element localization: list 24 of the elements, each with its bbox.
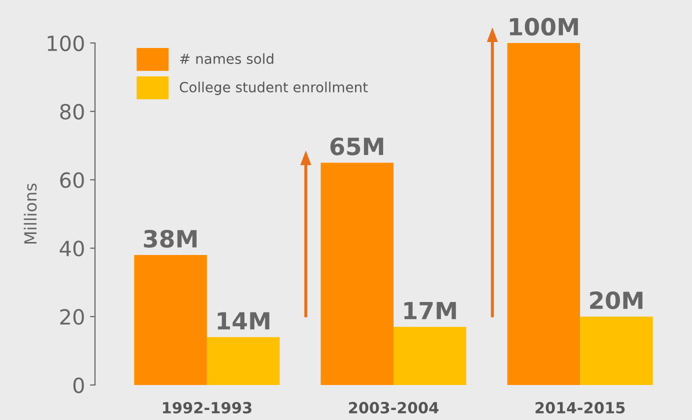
bar (507, 43, 580, 385)
legend-label: College student enrollment (180, 82, 368, 96)
data-label: 100M (510, 18, 578, 36)
bar (394, 326, 466, 385)
data-label: 20M (590, 291, 642, 310)
bar (206, 337, 280, 385)
data-label: 17M (404, 302, 456, 320)
x-tick-label: 1992-1993 (162, 402, 252, 414)
data-label: 38M (144, 230, 197, 248)
data-label: 65M (330, 138, 384, 156)
x-tick-label: 2003-2004 (349, 402, 438, 414)
y-tick-label: 100 (48, 35, 84, 52)
data-label: 14M (218, 312, 270, 330)
x-tick-label: 2014-2015 (536, 402, 625, 414)
legend-label: # names sold (180, 53, 274, 64)
bar (134, 255, 207, 385)
y-tick-label: 60 (60, 172, 84, 188)
y-tick-label: 80 (60, 104, 84, 120)
y-tick-label: 20 (60, 309, 84, 325)
y-tick-label: 0 (73, 377, 84, 394)
bar (320, 162, 394, 385)
y-axis-title: Millions (24, 184, 37, 244)
bar (580, 316, 653, 385)
y-tick-label: 40 (60, 240, 84, 256)
